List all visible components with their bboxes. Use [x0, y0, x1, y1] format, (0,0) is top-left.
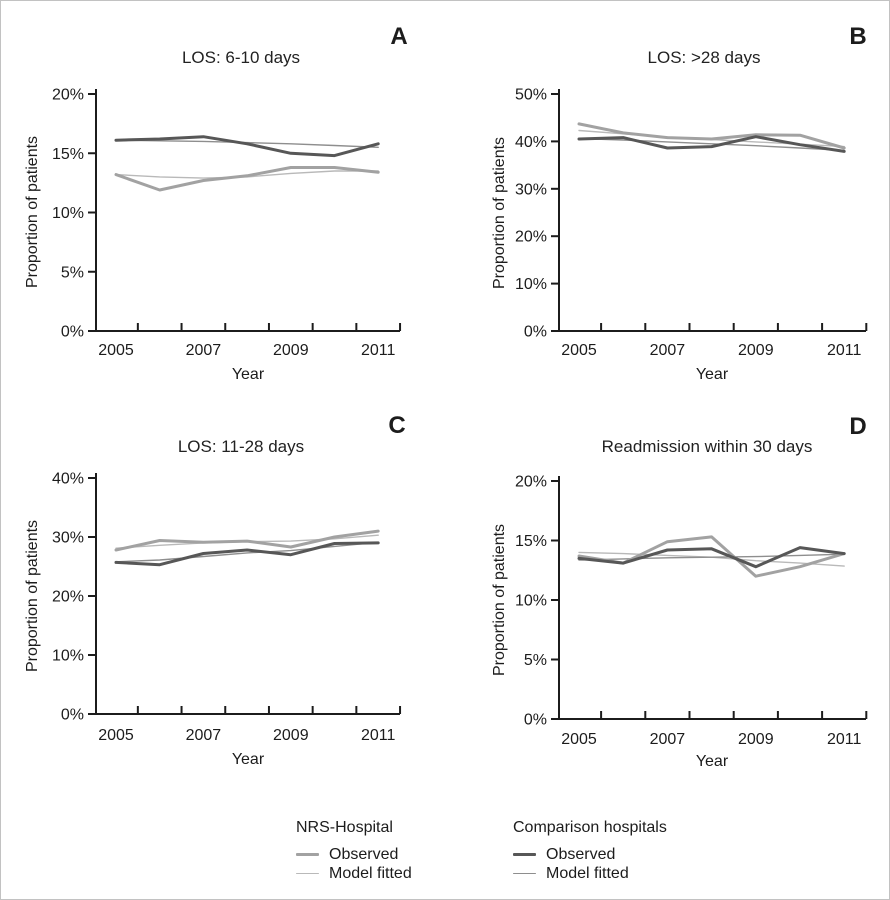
x-tick-label: 2007: [650, 342, 686, 359]
legend-group-title: Comparison hospitals: [513, 819, 667, 836]
y-tick-label: 10%: [515, 276, 547, 293]
x-axis-label: Year: [232, 751, 265, 768]
series-comp-fitted-line: [578, 553, 845, 561]
legend-group-comparison-hospitals: Comparison hospitals Observed Model fitt…: [513, 819, 667, 883]
x-tick-label: 2007: [186, 342, 222, 359]
nrs-observed-line-swatch: [296, 853, 319, 856]
y-tick-label: 0%: [61, 707, 84, 724]
panel-b: 0% 10% 20% 30% 40% 50% 2005 2007 2009 2011 LOS: >2…: [491, 23, 868, 383]
legend-group-title: NRS-Hospital: [296, 819, 393, 836]
comparison-model-fitted-line-swatch: [513, 872, 536, 875]
x-axis-label: Year: [232, 366, 265, 383]
series-comp-fitted-line: [578, 137, 845, 152]
panel-a: 0% 5% 10% 15% 20% 2005 2007 2009 2011 LOS: 6-10 d…: [24, 23, 408, 383]
legend-item-comparison-observed: Observed: [513, 845, 667, 864]
y-tick-label: 50%: [515, 87, 547, 104]
y-tick-label: 30%: [52, 530, 84, 547]
x-tick-label: 2005: [98, 342, 134, 359]
x-tick-label: 2011: [827, 342, 862, 359]
series-nrs-observed-line: [114, 529, 380, 552]
legend-item-comparison-model-fitted: Model fitted: [513, 864, 667, 883]
comparison-observed-line-swatch: [513, 853, 536, 856]
x-tick-label: 2007: [650, 731, 686, 748]
series-comp-observed-line: [114, 135, 380, 158]
panel-title: LOS: 11-28 days: [178, 437, 304, 456]
y-tick-label: 10%: [52, 205, 84, 222]
y-tick-label: 20%: [52, 589, 84, 606]
y-tick-label: 0%: [524, 324, 547, 341]
y-tick-label: 10%: [52, 648, 84, 665]
series-nrs-observed-line: [577, 122, 846, 150]
y-tick-label: 20%: [515, 229, 547, 246]
y-tick-label: 15%: [52, 146, 84, 163]
legend-item-label: Model fitted: [546, 864, 629, 882]
y-tick-label: 5%: [61, 264, 84, 281]
y-axis-label: Proportion of patients: [24, 520, 41, 672]
axes: [95, 473, 400, 715]
y-tick-label: 30%: [515, 181, 547, 198]
axes: [558, 476, 866, 720]
y-tick-label: 15%: [515, 533, 547, 550]
panel-letter: D: [849, 413, 866, 440]
y-tick-label: 10%: [515, 593, 547, 610]
y-tick-label: 40%: [52, 471, 84, 488]
series-comp-observed-line: [577, 135, 846, 153]
x-tick-label: 2009: [273, 342, 309, 359]
panel-letter: C: [388, 412, 405, 439]
series-nrs-observed-line: [114, 166, 380, 192]
x-tick-label: 2007: [186, 727, 222, 744]
y-axis-label: Proportion of patients: [491, 524, 508, 676]
legend-item-nrs-model-fitted: Model fitted: [296, 864, 412, 883]
nrs-model-fitted-line-swatch: [296, 872, 319, 875]
x-tick-label: 2011: [361, 342, 396, 359]
y-tick-label: 40%: [515, 134, 547, 151]
y-tick-label: 5%: [524, 652, 547, 669]
x-axis-label: Year: [696, 753, 729, 770]
x-tick-label: 2005: [561, 342, 597, 359]
panel-letter: A: [390, 23, 407, 50]
x-tick-label: 2005: [98, 727, 134, 744]
y-tick-label: 0%: [524, 712, 547, 729]
x-tick-label: 2009: [738, 342, 774, 359]
x-axis-label: Year: [696, 366, 729, 383]
legend-group-nrs-hospital: NRS-Hospital Observed Model fitted: [296, 819, 412, 883]
legend-item-label: Observed: [546, 845, 616, 863]
legend-item-label: Model fitted: [329, 864, 412, 882]
panel-title: LOS: >28 days: [648, 48, 761, 67]
panel-title: LOS: 6-10 days: [182, 48, 300, 67]
axes: [558, 89, 866, 332]
panel-title: Readmission within 30 days: [602, 437, 813, 456]
x-tick-label: 2009: [273, 727, 309, 744]
axes: [95, 89, 400, 332]
series-comp-fitted-line: [115, 541, 379, 563]
y-tick-label: 20%: [515, 474, 547, 491]
x-tick-label: 2011: [361, 727, 396, 744]
legend-item-label: Observed: [329, 845, 399, 863]
x-tick-label: 2011: [827, 731, 862, 748]
y-axis-label: Proportion of patients: [491, 137, 508, 289]
x-tick-label: 2005: [561, 731, 597, 748]
y-tick-label: 20%: [52, 87, 84, 104]
panel-c: 0% 10% 20% 30% 40% 2005 2007 2009 2011 LOS: 11-28…: [24, 412, 406, 768]
legend-item-nrs-observed: Observed: [296, 845, 412, 864]
series-comp-observed-line: [114, 541, 380, 567]
series-comp-observed-line: [577, 546, 846, 569]
panel-d: 0% 5% 10% 15% 20% 2005 2007 2009 2011 Readmission…: [491, 413, 868, 770]
y-axis-label: Proportion of patients: [24, 136, 41, 288]
charts-svg: 0% 5% 10% 15% 20% 2005 2007 2009 2011 LOS: 6-10 d…: [24, 23, 868, 770]
y-tick-label: 0%: [61, 324, 84, 341]
x-tick-label: 2009: [738, 731, 774, 748]
panel-letter: B: [849, 23, 866, 50]
